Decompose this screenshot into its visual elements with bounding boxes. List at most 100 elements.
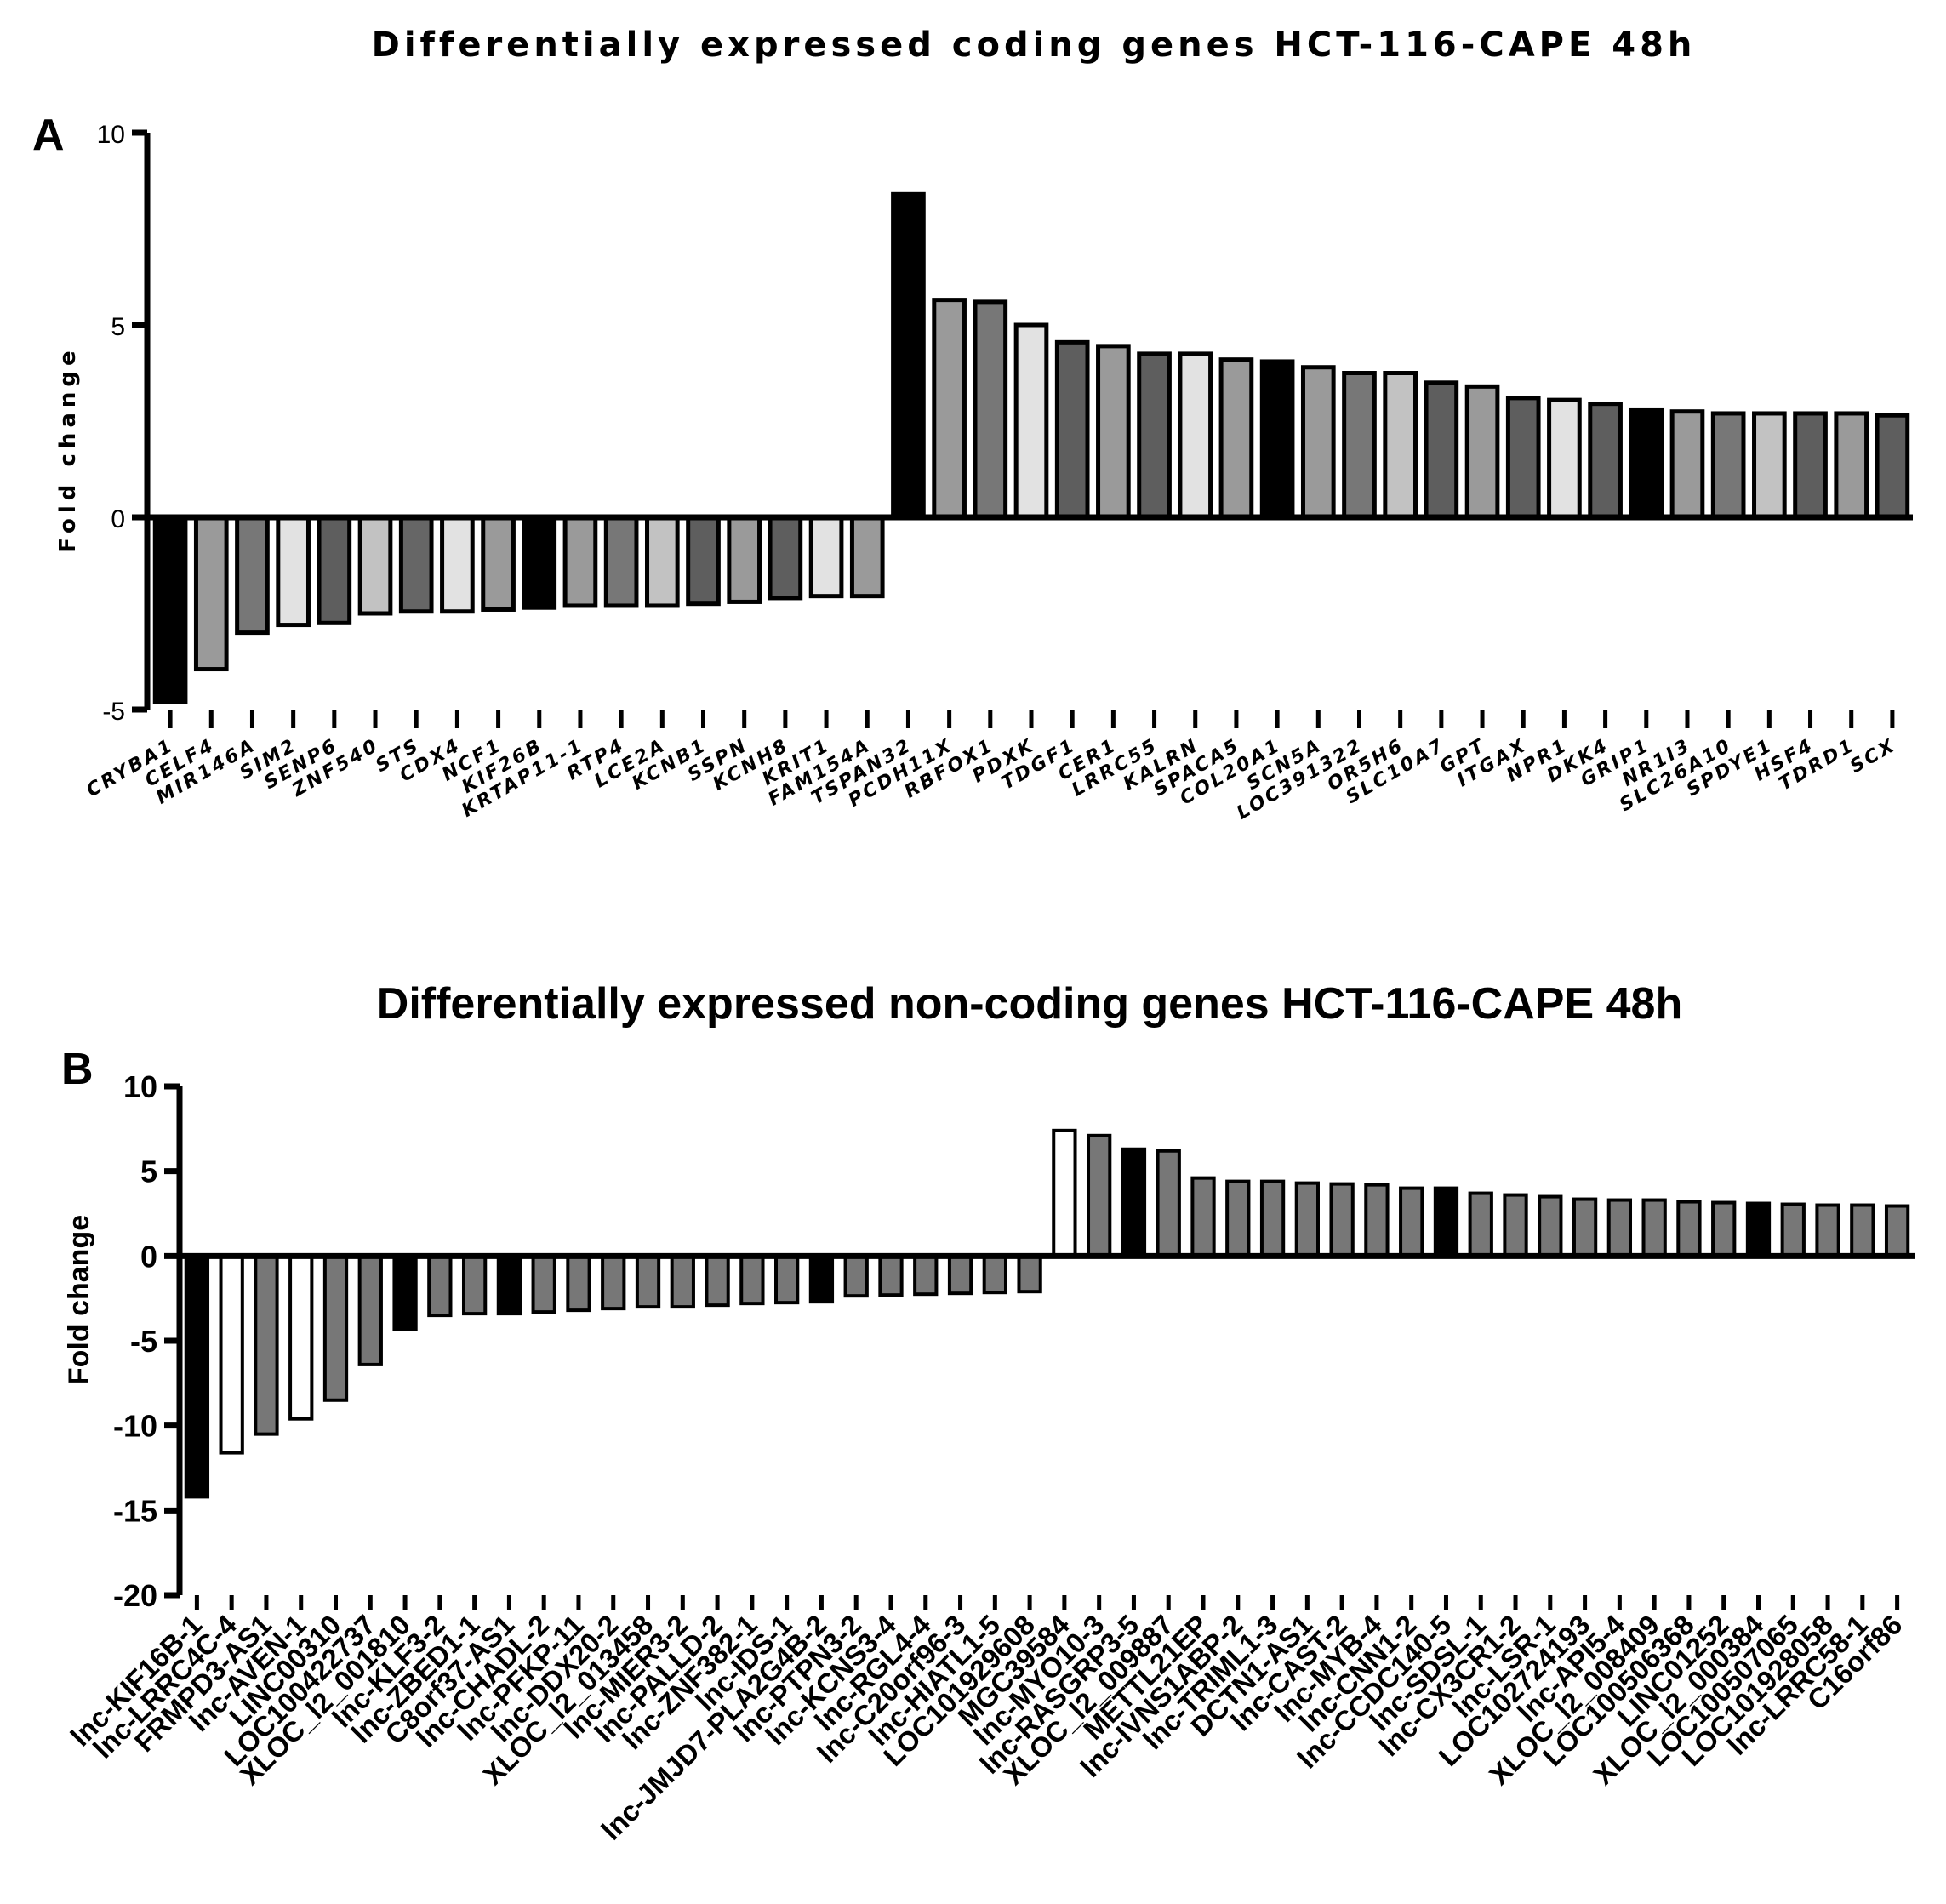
y-tick-label: 0 — [140, 1239, 157, 1274]
bar — [1259, 359, 1295, 520]
y-tick-label: -5 — [130, 1324, 157, 1359]
bar — [705, 1254, 730, 1308]
bar — [1218, 357, 1254, 520]
bar — [1834, 411, 1869, 520]
bar — [1342, 371, 1377, 520]
bar — [481, 515, 516, 612]
bar — [1433, 1186, 1459, 1258]
bar — [219, 1254, 244, 1455]
bar — [947, 1254, 973, 1296]
y-tick-label: 10 — [123, 1069, 157, 1104]
bar — [635, 1254, 661, 1309]
bar — [317, 515, 352, 625]
bar — [152, 515, 188, 704]
bar — [1300, 365, 1336, 520]
bar — [808, 1254, 835, 1304]
bar — [768, 515, 803, 601]
bar — [1399, 1186, 1424, 1258]
chart-panel-b: Differentially expressed non-coding gene… — [61, 979, 1915, 1846]
chart-b-panel-letter: B — [61, 1045, 94, 1094]
bar — [1087, 1133, 1112, 1258]
y-tick-label: 10 — [97, 121, 125, 149]
bar — [1669, 409, 1705, 520]
bar — [843, 1254, 869, 1298]
bar — [357, 1254, 383, 1366]
bar — [1294, 1181, 1320, 1258]
bar — [1054, 339, 1090, 520]
bar — [1752, 411, 1787, 520]
bar — [1745, 1201, 1772, 1258]
bar — [440, 515, 475, 614]
bar — [1156, 1149, 1181, 1258]
bar — [193, 515, 229, 672]
bar — [1190, 1176, 1216, 1258]
bar — [288, 1254, 314, 1421]
chart-a-y-axis-label: Fold change — [55, 345, 81, 552]
bar — [522, 515, 557, 610]
bar — [891, 191, 926, 520]
bar — [357, 515, 393, 616]
bar — [1711, 1200, 1737, 1258]
chart-panel-a: Differentially expressed coding genes HC… — [32, 26, 1913, 824]
bar — [1225, 1179, 1251, 1258]
bar — [1505, 396, 1541, 520]
bar — [878, 1254, 904, 1297]
bar — [427, 1254, 453, 1318]
bar — [1096, 344, 1131, 520]
bar — [670, 1254, 695, 1309]
y-tick-label: -5 — [102, 698, 125, 726]
bar — [1780, 1202, 1806, 1258]
bar — [849, 515, 885, 599]
bar — [1364, 1183, 1390, 1258]
chart-b-y-axis-label: Fold change — [63, 1215, 95, 1385]
bar — [461, 1254, 488, 1316]
bar — [1606, 1198, 1633, 1258]
chart-b-axes: -20 -15 -10 -5 0 5 10 — [113, 1069, 1915, 1613]
bar — [1503, 1193, 1528, 1258]
bar — [1052, 1128, 1077, 1258]
bar — [235, 515, 270, 636]
bar — [913, 1254, 939, 1297]
bar — [398, 515, 434, 614]
bar — [973, 299, 1008, 520]
bar — [1468, 1191, 1493, 1258]
bar — [1793, 411, 1828, 520]
bar — [1547, 397, 1582, 520]
bar — [1588, 402, 1623, 520]
bar — [1629, 407, 1664, 520]
bar — [1017, 1254, 1042, 1294]
y-tick-label: -15 — [113, 1493, 157, 1528]
bar — [727, 515, 762, 604]
bar — [1259, 1179, 1286, 1258]
bar — [739, 1254, 765, 1306]
bar — [1424, 380, 1459, 520]
y-tick-label: -20 — [113, 1578, 157, 1613]
bar — [1710, 411, 1746, 520]
bar — [392, 1254, 418, 1331]
bar — [1121, 1147, 1147, 1258]
chart-a-title: Differentially expressed coding genes HC… — [372, 26, 1697, 65]
bar — [1383, 371, 1418, 520]
bar — [774, 1254, 800, 1305]
bar — [1884, 1204, 1910, 1258]
chart-a-bars — [152, 191, 1910, 704]
y-tick-label: 5 — [111, 313, 125, 341]
bar — [1815, 1203, 1840, 1258]
bar — [1538, 1194, 1563, 1258]
chart-b-category-labels: lnc-KIF16B-1lnc-LRRC4C-4FRMPD3-AS1lnc-AV… — [65, 1608, 1909, 1845]
bar — [566, 1254, 591, 1313]
bar — [1676, 1200, 1702, 1258]
y-tick-label: 5 — [140, 1154, 157, 1189]
bar — [1178, 351, 1213, 520]
bar — [1013, 322, 1049, 520]
bar — [531, 1254, 556, 1314]
y-tick-label: 0 — [111, 505, 125, 533]
bar — [1850, 1203, 1875, 1258]
bar — [603, 515, 639, 608]
chart-a-panel-letter: A — [32, 111, 65, 160]
y-tick-label: -10 — [113, 1409, 157, 1444]
bar — [254, 1254, 279, 1436]
bar — [982, 1254, 1007, 1295]
bar — [1572, 1197, 1598, 1258]
